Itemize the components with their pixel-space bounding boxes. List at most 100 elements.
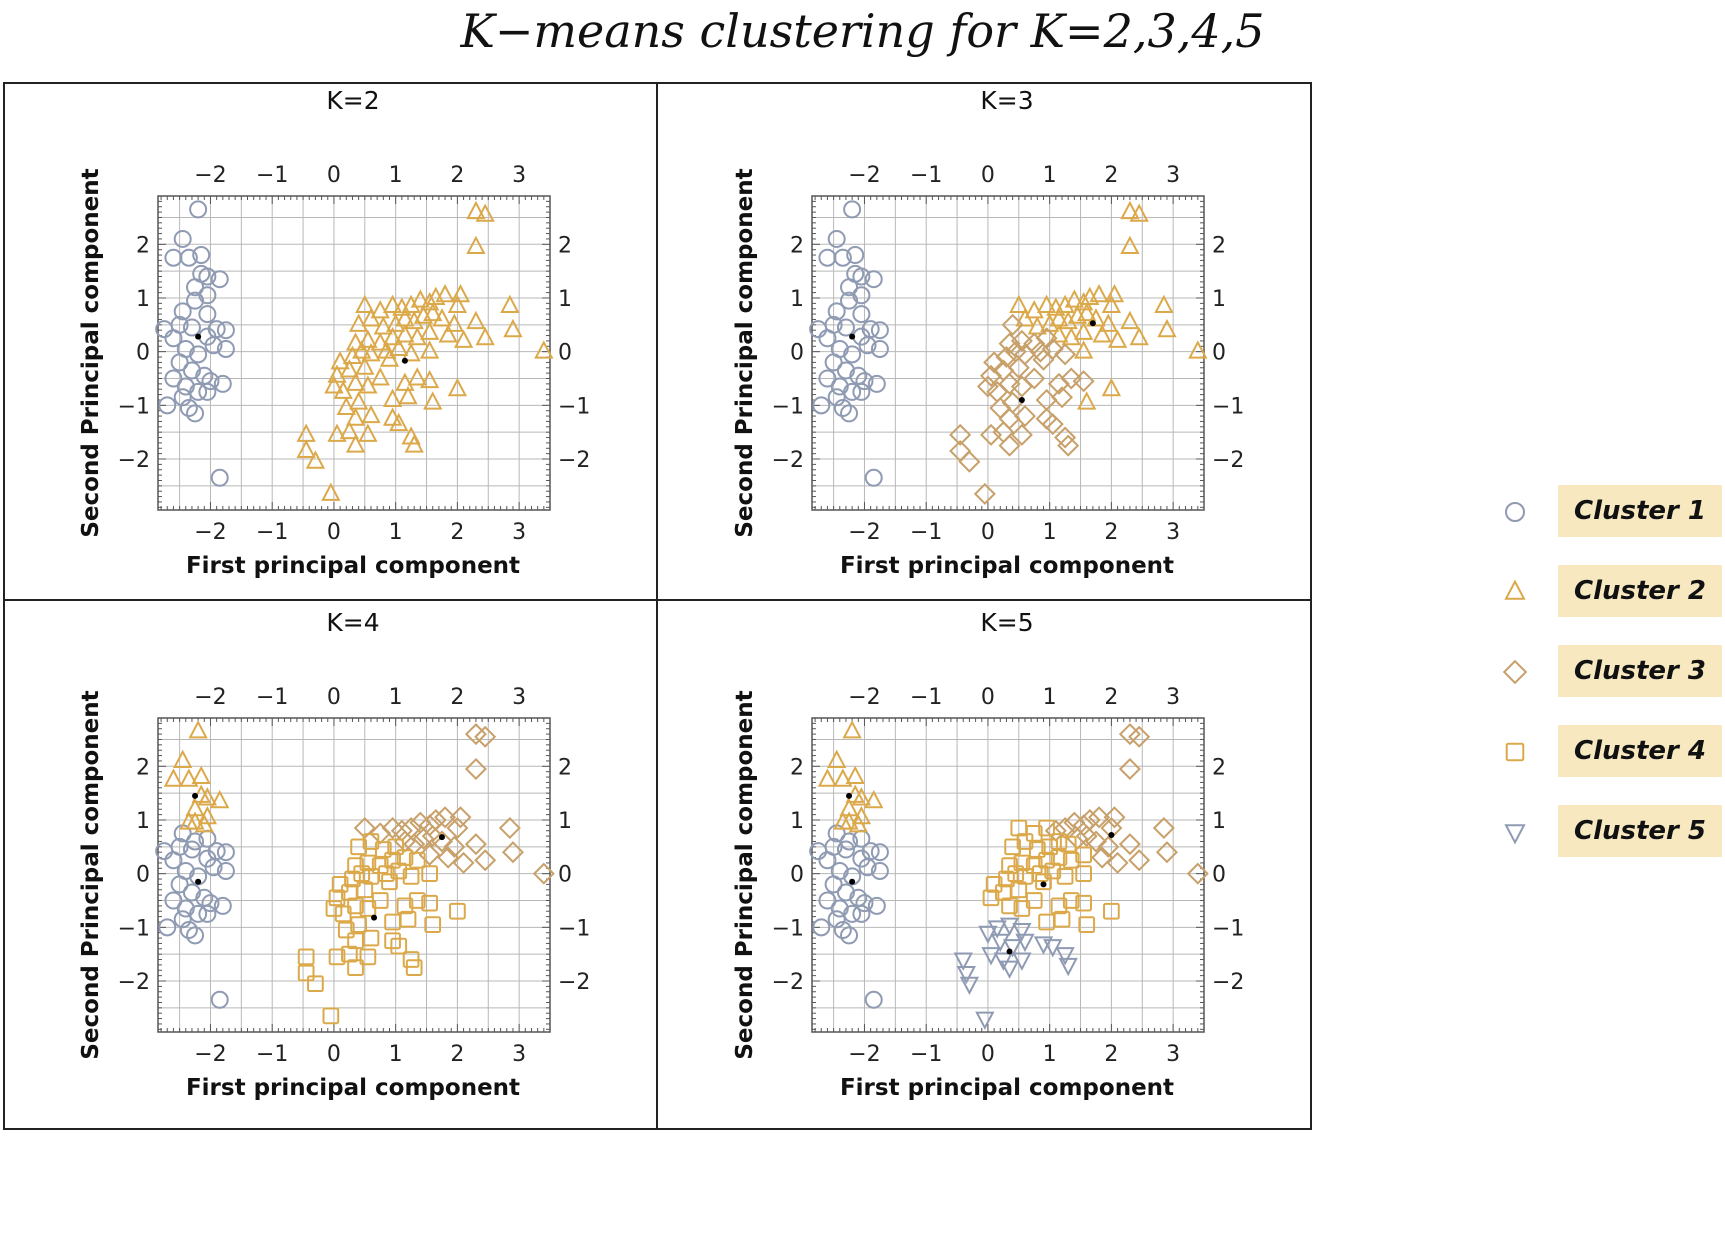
point-c5 (990, 933, 1010, 953)
point-c4 (1062, 892, 1080, 909)
point-c2 (1036, 294, 1057, 314)
point-c1 (155, 842, 174, 861)
point-c2 (382, 388, 403, 407)
tick-label: 0 (327, 1042, 341, 1067)
point-c4 (347, 897, 364, 915)
point-c2 (395, 372, 415, 391)
point-c1 (213, 896, 232, 915)
tick-label: 2 (1212, 233, 1226, 258)
point-c2 (1107, 329, 1128, 348)
tick-label: 1 (389, 1042, 403, 1067)
tick-label: 3 (512, 520, 526, 545)
tick-label: 3 (512, 163, 526, 188)
point-c2 (358, 329, 378, 348)
point-c1 (836, 361, 855, 380)
point-c3 (1128, 849, 1151, 872)
point-c4 (390, 937, 408, 955)
point-c2 (1024, 300, 1044, 319)
point-c4 (424, 916, 442, 934)
tick-label: 2 (558, 233, 572, 258)
point-c3 (353, 817, 376, 840)
point-c1 (170, 353, 189, 372)
point-c3 (1103, 806, 1126, 829)
point-c2 (410, 289, 431, 308)
point-c1 (201, 894, 220, 913)
point-c1 (824, 353, 843, 372)
point-c4 (307, 975, 324, 993)
tick-label: 3 (1166, 520, 1180, 545)
tick-label: −2 (194, 1042, 226, 1067)
point-c1 (189, 904, 208, 923)
point-c4 (408, 892, 426, 909)
point-c1 (164, 329, 183, 348)
legend-label: Cluster 3 (1558, 645, 1722, 697)
point-c1 (840, 291, 859, 310)
point-c1 (836, 840, 855, 859)
point-c1 (210, 270, 229, 289)
x-axis-label: First principal component (186, 553, 520, 579)
point-c3 (1054, 426, 1077, 449)
point-c3 (1010, 423, 1033, 446)
point-c3 (980, 364, 1003, 387)
plot-frame (811, 717, 1205, 1033)
panel-title: K=3 (980, 86, 1033, 115)
point-c2 (389, 412, 409, 432)
x-axis-label: First principal component (840, 1075, 1174, 1101)
square-icon (1505, 742, 1525, 762)
point-c4 (402, 867, 420, 885)
point-c1 (182, 883, 201, 902)
point-c2 (1067, 305, 1088, 324)
tick-label: −1 (772, 394, 804, 419)
point-c2 (466, 235, 486, 254)
point-c3 (1007, 356, 1030, 379)
tick-label: 3 (512, 1042, 526, 1067)
point-c1 (192, 246, 211, 265)
tick-label: 2 (450, 520, 464, 545)
tick-label: 0 (558, 863, 572, 888)
point-c1 (182, 840, 201, 859)
tick-label: 1 (1212, 809, 1226, 834)
point-c1 (204, 858, 223, 877)
point-c2 (1073, 340, 1094, 359)
point-c4 (359, 948, 377, 966)
point-c3 (1010, 329, 1033, 352)
tick-label: 0 (136, 341, 150, 366)
point-c1 (846, 246, 865, 265)
point-c2 (1120, 200, 1140, 220)
point-c4 (328, 889, 346, 907)
legend-label: Cluster 4 (1558, 725, 1722, 777)
point-c2 (1101, 377, 1122, 397)
point-c1 (852, 382, 871, 401)
point-c4 (347, 959, 364, 976)
point-c2 (1089, 283, 1109, 303)
point-c2 (1120, 235, 1140, 254)
x-axis-label: First principal component (186, 1075, 520, 1101)
tick-label: 0 (327, 520, 341, 545)
tick-label: 2 (450, 685, 464, 710)
point-c1 (186, 278, 205, 297)
point-c2 (1055, 294, 1075, 314)
legend-item: Cluster 3 (1500, 645, 1725, 699)
point-c2 (500, 294, 520, 314)
point-c2 (833, 811, 853, 830)
point-c3 (464, 757, 487, 781)
point-c4 (1059, 835, 1077, 853)
point-c2 (1064, 289, 1085, 308)
point-c2 (179, 768, 199, 787)
point-c1 (870, 861, 889, 880)
tick-label: 1 (558, 809, 572, 834)
tick-label: 0 (981, 685, 995, 710)
point-c5 (1012, 923, 1032, 942)
point-c1 (867, 374, 886, 393)
tick-label: 3 (1166, 1042, 1180, 1067)
point-c4 (353, 865, 371, 883)
centroid-c4 (371, 914, 378, 921)
point-c3 (452, 851, 475, 874)
point-c4 (1103, 902, 1120, 920)
tick-label: 2 (450, 163, 464, 188)
point-c1 (836, 318, 855, 337)
tick-label: 1 (1043, 163, 1057, 188)
point-c2 (382, 294, 403, 314)
tick-label: −2 (194, 685, 226, 710)
point-c1 (164, 891, 183, 910)
